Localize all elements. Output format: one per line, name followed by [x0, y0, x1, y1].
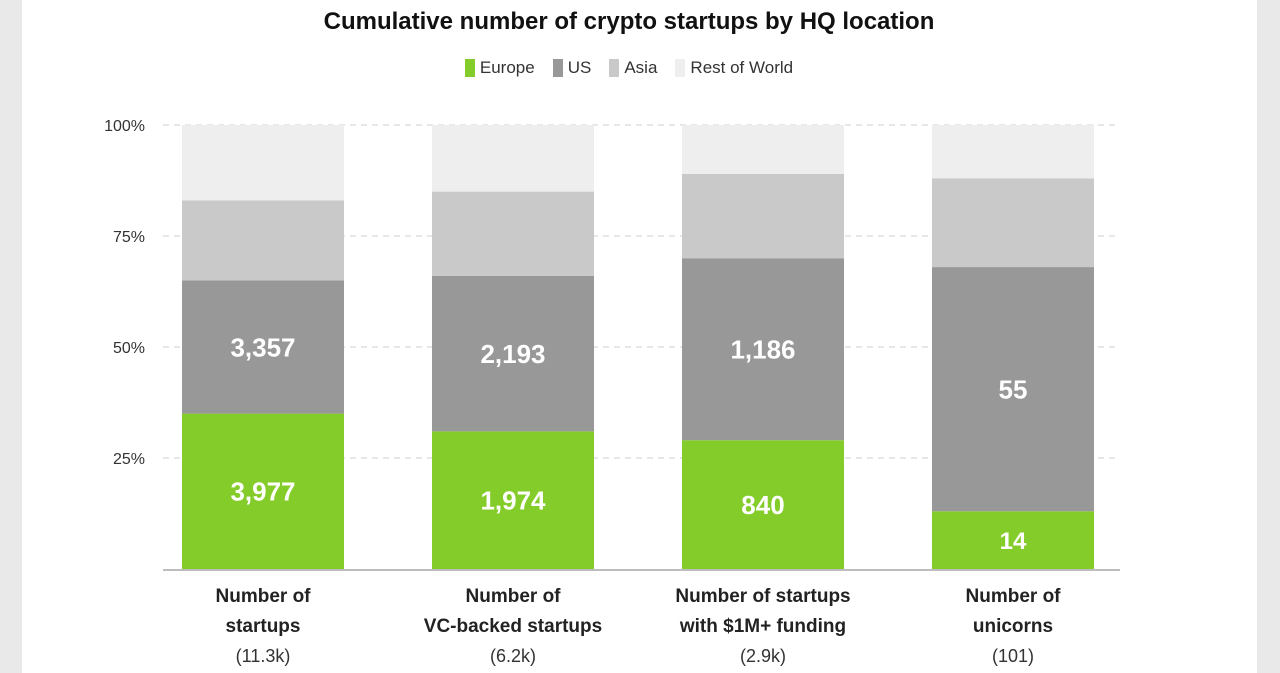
- data-label-europe-2: 1,974: [480, 486, 546, 516]
- bar-segment-europe-4: [932, 511, 1094, 569]
- chart-legend: Europe US Asia Rest of World: [0, 58, 1258, 78]
- legend-item-asia: Asia: [609, 58, 657, 78]
- x-tick-label-4-line-1: Number of: [966, 586, 1062, 607]
- x-tick-count-4: (101): [992, 646, 1034, 666]
- legend-item-us: US: [552, 58, 592, 78]
- bar-segment-us-4: [932, 267, 1094, 512]
- x-tick-count-3: (2.9k): [740, 646, 786, 666]
- bar-segment-asia-4: [932, 178, 1094, 268]
- bar-segment-rest-of-world-2: [432, 125, 594, 192]
- data-label-us-1: 3,357: [230, 332, 295, 362]
- x-tick-count-2: (6.2k): [490, 646, 536, 666]
- legend-label-us: US: [567, 58, 592, 77]
- data-label-europe-4: 14: [1000, 528, 1027, 555]
- bar-segment-us-1: [182, 280, 344, 414]
- legend-label-asia: Asia: [624, 58, 658, 77]
- x-tick-label-3-line-1: Number of startups: [675, 586, 850, 607]
- legend-swatch-asia: [609, 59, 620, 77]
- data-label-us-3: 1,186: [730, 335, 795, 365]
- legend-label-rest-of-world: Rest of World: [690, 58, 794, 77]
- bar-segment-rest-of-world-1: [182, 125, 344, 201]
- bar-segment-rest-of-world-4: [932, 125, 1094, 179]
- x-tick-label-1-line-1: Number of: [216, 586, 312, 607]
- bar-segment-us-2: [432, 275, 594, 432]
- x-tick-label-2-line-2: VC-backed startups: [424, 616, 602, 637]
- legend-item-rest-of-world: Rest of World: [675, 58, 793, 78]
- bar-segment-asia-2: [432, 191, 594, 276]
- x-tick-count-1: (11.3k): [236, 646, 291, 666]
- y-tick-label-100: 100%: [104, 118, 145, 135]
- bar-segment-europe-3: [682, 440, 844, 569]
- bar-segment-europe-1: [182, 413, 344, 569]
- x-tick-label-4-line-2: unicorns: [973, 616, 1053, 637]
- legend-swatch-rest-of-world: [675, 59, 686, 77]
- bar-segment-rest-of-world-3: [682, 125, 844, 174]
- data-label-europe-3: 840: [741, 490, 784, 520]
- x-tick-label-2-line-1: Number of: [466, 586, 562, 607]
- x-tick-label-3-line-2: with $1M+ funding: [679, 616, 846, 637]
- y-tick-label-25: 25%: [113, 451, 145, 468]
- chart-title: Cumulative number of crypto startups by …: [323, 8, 935, 35]
- legend-item-europe: Europe: [464, 58, 535, 78]
- data-label-us-2: 2,193: [480, 339, 545, 369]
- y-tick-label-50: 50%: [113, 340, 145, 357]
- y-tick-label-75: 75%: [113, 229, 145, 246]
- bar-segment-asia-1: [182, 200, 344, 281]
- x-tick-label-1-line-2: startups: [226, 616, 301, 637]
- legend-label-europe: Europe: [479, 58, 535, 77]
- legend-swatch-us: [552, 59, 563, 77]
- bar-segment-us-3: [682, 258, 844, 441]
- bar-segment-asia-3: [682, 173, 844, 259]
- legend-swatch-europe: [464, 59, 475, 77]
- data-label-us-4: 55: [999, 375, 1028, 405]
- bar-segment-europe-2: [432, 431, 594, 569]
- data-label-europe-1: 3,977: [230, 477, 295, 507]
